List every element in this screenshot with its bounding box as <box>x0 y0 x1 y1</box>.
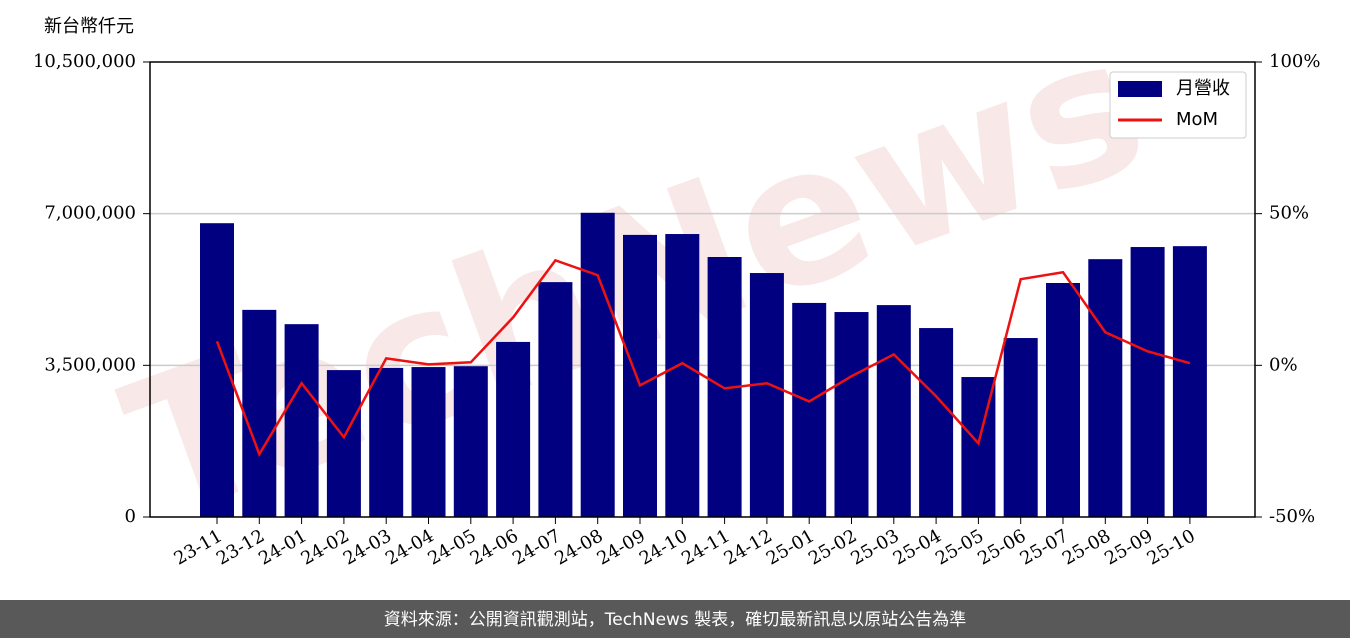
bar <box>411 367 446 517</box>
bar <box>1003 338 1038 517</box>
bar <box>538 282 573 517</box>
y2-tick-label: 50% <box>1269 203 1309 224</box>
bar <box>792 302 827 517</box>
bar <box>876 305 911 517</box>
legend-swatch <box>1118 81 1162 97</box>
bar <box>326 370 361 517</box>
bar <box>1088 259 1123 517</box>
bar <box>369 367 404 517</box>
bar <box>749 273 784 517</box>
plot-frame <box>149 61 1256 518</box>
bar <box>1046 283 1080 517</box>
y-tick-label: 3,500,000 <box>44 354 136 375</box>
y2-tick-label: 100% <box>1269 51 1320 72</box>
footer-bar <box>0 600 1350 638</box>
bar <box>1130 247 1165 518</box>
y2-tick-label: -50% <box>1269 506 1315 527</box>
y-tick-label: 0 <box>125 506 136 527</box>
bar <box>623 234 657 517</box>
line <box>215 258 1191 458</box>
bar <box>496 341 531 517</box>
legend-label: 月營收 <box>1176 78 1230 99</box>
bar <box>834 312 869 517</box>
y-axis-label: 新台幣仟元 <box>44 16 134 37</box>
bar <box>242 309 277 517</box>
bar <box>919 328 954 517</box>
bar <box>1172 246 1207 517</box>
y-tick-label: 10,500,000 <box>33 51 136 72</box>
x-tick-label: 25-10 <box>1143 525 1198 569</box>
footer: 資料來源：公開資訊觀測站，TechNews 製表，確切最新訊息以原站公告為準 <box>384 610 966 630</box>
bar <box>284 324 319 517</box>
legend-label: MoM <box>1176 109 1218 130</box>
y-tick-label: 7,000,000 <box>44 203 136 224</box>
y2-tick-label: 0% <box>1269 354 1298 375</box>
bar <box>665 234 700 518</box>
bar <box>580 212 615 518</box>
bar <box>453 366 488 517</box>
